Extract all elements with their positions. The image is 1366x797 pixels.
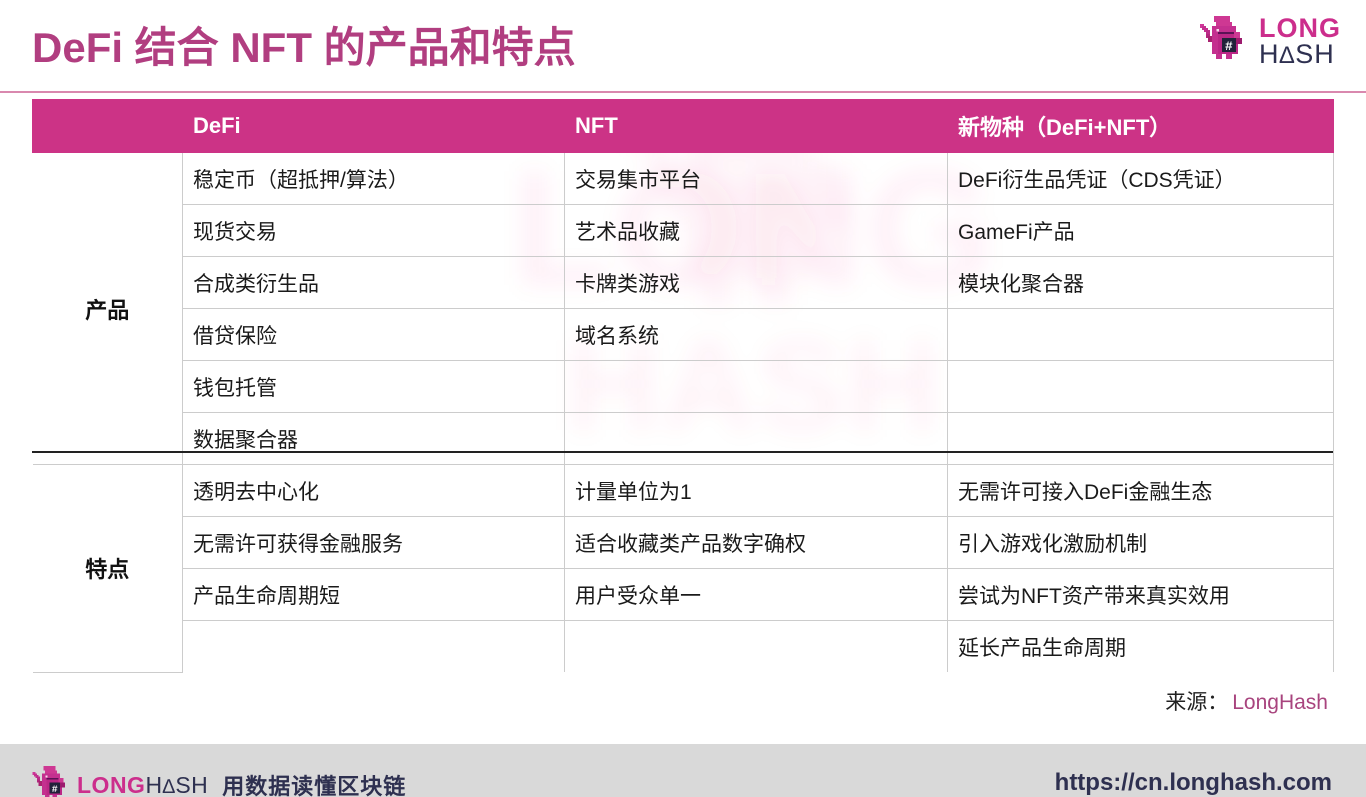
svg-text:#: # — [1225, 39, 1233, 54]
svg-text:#: # — [52, 784, 58, 795]
